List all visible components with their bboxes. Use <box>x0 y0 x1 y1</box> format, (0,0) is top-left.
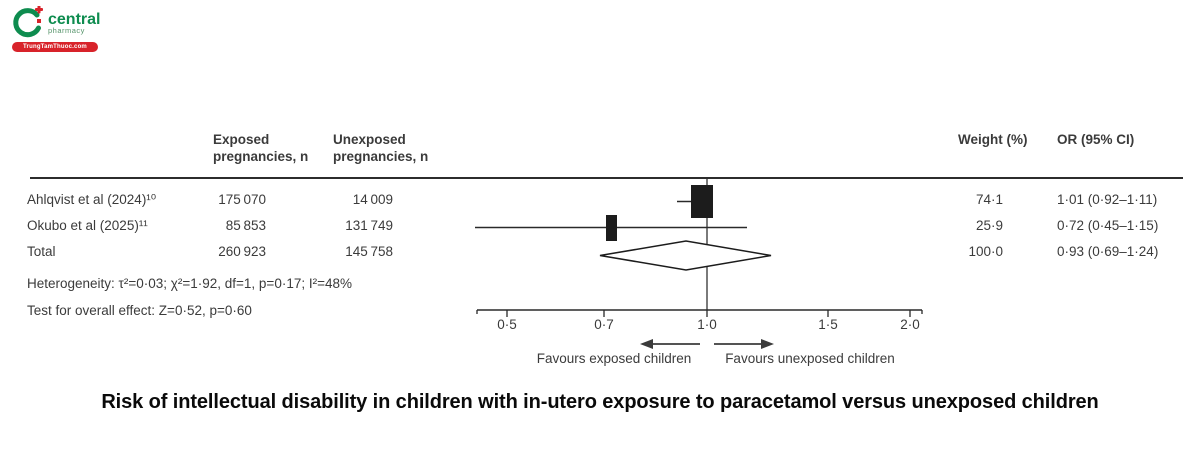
exposed-n-value: 85 853 <box>225 218 266 233</box>
header-exposed-pregnancies: Exposed pregnancies, n <box>213 132 309 164</box>
favours-right-arrowhead-icon <box>761 339 774 349</box>
header-or-ci: OR (95% CI) <box>1057 132 1135 147</box>
table-row-ahlqvist: Ahlqvist et al (2024)¹⁰ 175 070 14 009 7… <box>0 192 1200 210</box>
tick-label-1-0: 1·0 <box>697 317 717 332</box>
header-weight: Weight (%) <box>958 132 1028 147</box>
overall-effect-stats: Test for overall effect: Z=0·52, p=0·60 <box>27 303 252 318</box>
logo-sub-text: pharmacy <box>48 25 85 35</box>
unexposed-n-value: 145 758 <box>345 244 393 259</box>
table-row-total: Total 260 923 145 758 100·0 0·93 (0·69–1… <box>0 244 1200 262</box>
or-ci-value: 0·72 (0·45–1·15) <box>1057 218 1159 233</box>
exposed-n-value: 175 070 <box>218 192 266 207</box>
header-divider <box>30 177 1183 179</box>
tick-label-0-5: 0·5 <box>497 317 517 332</box>
favours-unexposed-label: Favours unexposed children <box>725 351 895 366</box>
tick-label-2-0: 2·0 <box>900 317 920 332</box>
central-pharmacy-logo-icon <box>13 6 43 38</box>
study-label: Ahlqvist et al (2024)¹⁰ <box>27 192 157 207</box>
header-unexposed-pregnancies: Unexposed pregnancies, n <box>333 132 429 164</box>
exposed-n-value: 260 923 <box>218 244 266 259</box>
figure-title: Risk of intellectual disability in child… <box>101 391 1099 413</box>
weight-value: 100·0 <box>968 244 1003 259</box>
table-row-okubo: Okubo et al (2025)¹¹ 85 853 131 749 25·9… <box>0 218 1200 236</box>
or-ci-value: 1·01 (0·92–1·11) <box>1057 192 1158 207</box>
favours-exposed-label: Favours exposed children <box>536 351 692 366</box>
study-label: Total <box>27 244 56 259</box>
tick-label-1-5: 1·5 <box>818 317 838 332</box>
logo: central pharmacy TrungTamThuoc.com <box>10 6 120 52</box>
weight-value: 25·9 <box>975 218 1003 233</box>
weight-value: 74·1 <box>975 192 1003 207</box>
unexposed-n-value: 14 009 <box>352 192 393 207</box>
favours-left-arrowhead-icon <box>640 339 653 349</box>
or-ci-value: 0·93 (0·69–1·24) <box>1057 244 1159 259</box>
tick-label-0-7: 0·7 <box>594 317 614 332</box>
heterogeneity-stats: Heterogeneity: τ²=0·03; χ²=1·92, df=1, p… <box>27 276 352 291</box>
unexposed-n-value: 131 749 <box>345 218 393 233</box>
logo-brand-text: central <box>48 10 101 28</box>
study-label: Okubo et al (2025)¹¹ <box>27 218 148 233</box>
logo-banner: TrungTamThuoc.com <box>12 42 98 52</box>
